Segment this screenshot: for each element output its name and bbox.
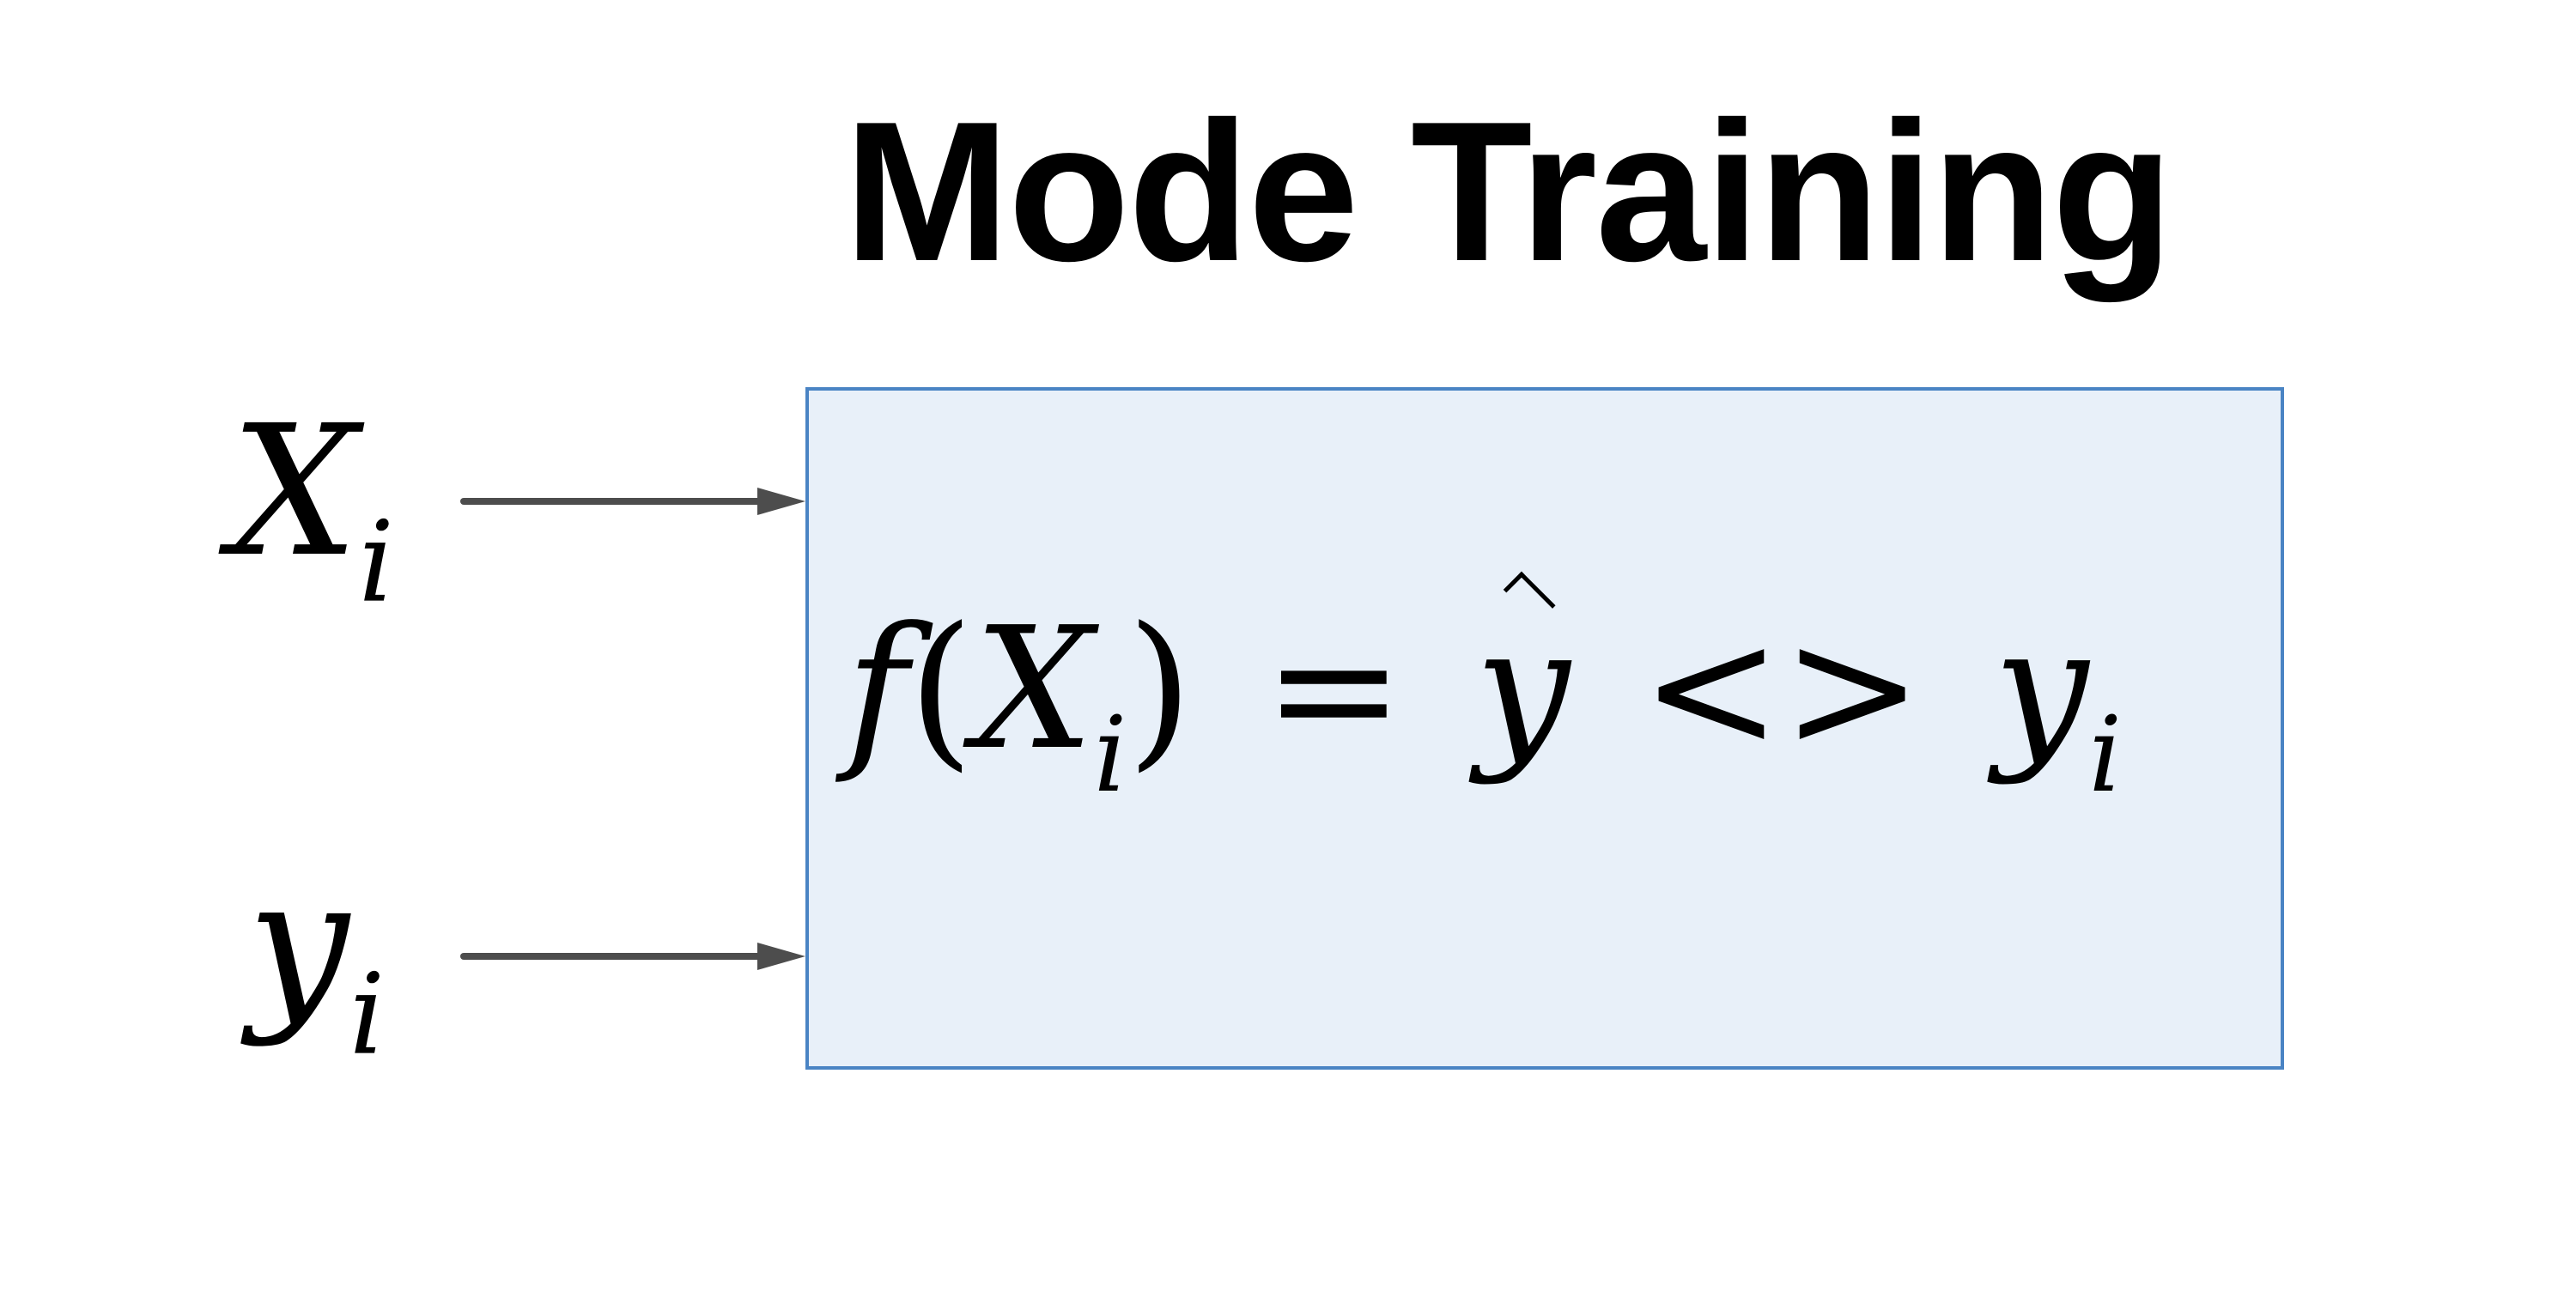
input-y-symbol: y [247,839,349,1049]
input-y-label: yi [247,854,385,1070]
formula-compare: <> [1640,591,1923,787]
formula-target-subscript: i [2088,694,2123,816]
arrow-x-head [757,488,805,515]
model-formula: f(Xi) = y <> yi [846,591,2122,807]
input-x-subscript: i [358,496,395,628]
formula-close-paren: ) [1127,591,1193,787]
input-x-label: Xi [230,402,394,618]
input-y-subscript: i [349,949,386,1080]
diagram-title: Mode Training [843,81,2173,303]
formula-equals: = [1263,591,1405,787]
formula-func: f [846,591,908,787]
input-x-symbol: X [230,386,359,597]
formula-target-symbol: y [1993,591,2089,787]
arrow-y-head [757,943,805,970]
formula-open-paren: ( [908,591,975,787]
formula-arg-subscript: i [1093,694,1127,816]
formula-prediction: y [1474,591,1571,787]
formula-arg-symbol: X [974,591,1094,787]
